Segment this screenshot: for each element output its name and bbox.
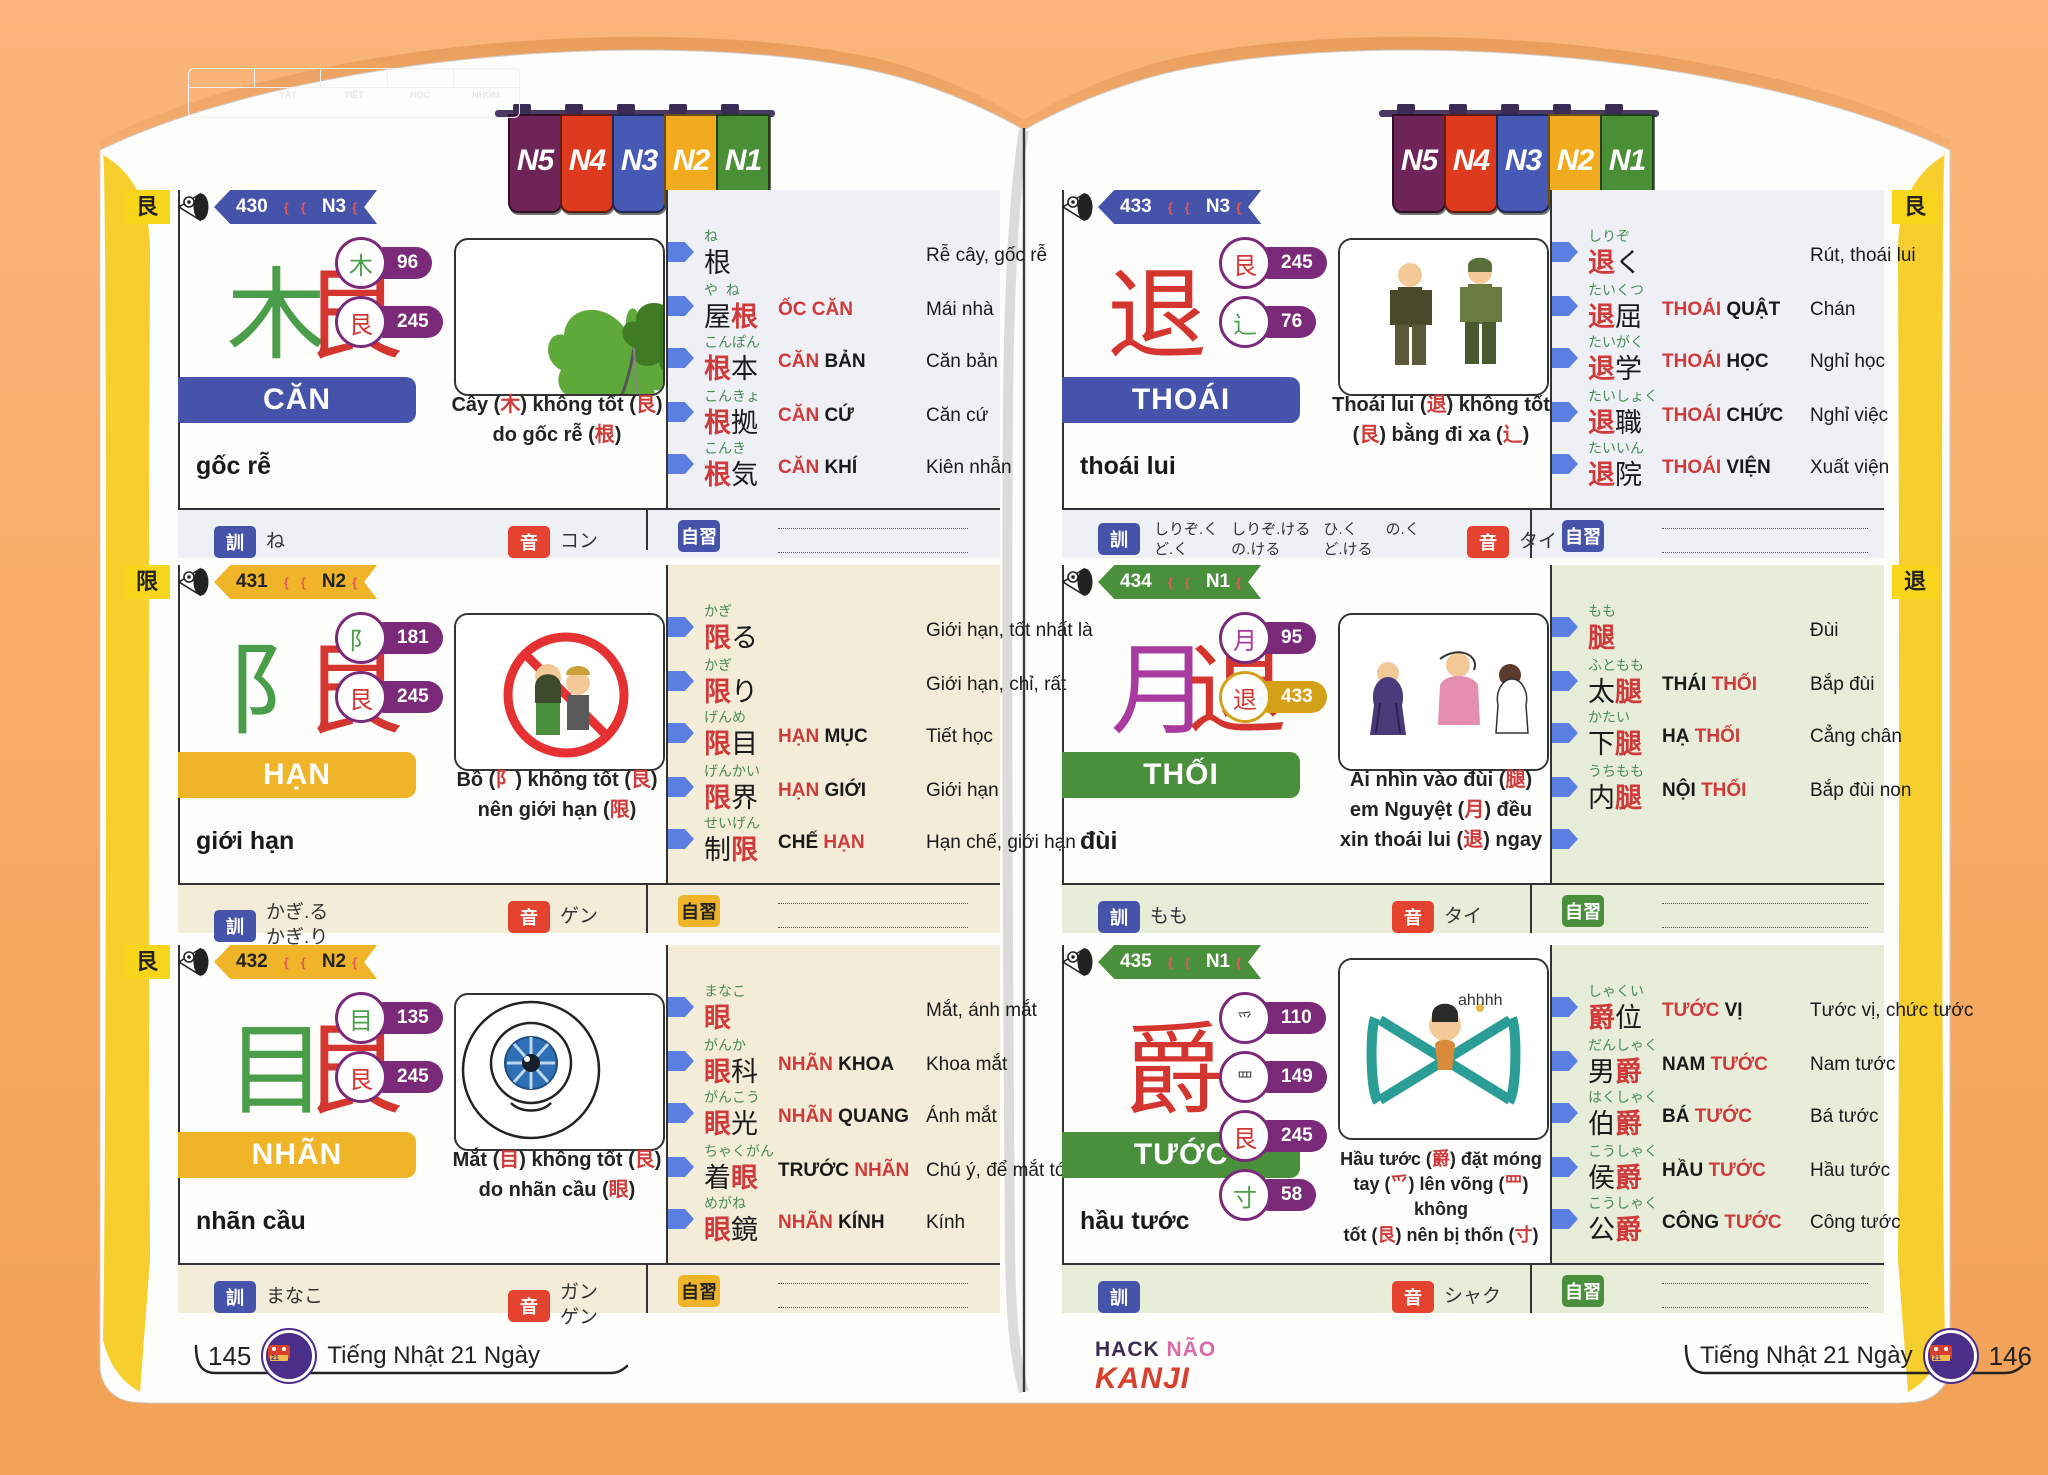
svg-text:21: 21 <box>1933 1355 1941 1362</box>
svg-text:ahhhh: ahhhh <box>1458 992 1503 1009</box>
svg-text:21: 21 <box>271 1355 279 1362</box>
svg-text:退: 退 <box>1107 260 1207 372</box>
svg-text:爵: 爵 <box>1124 1015 1224 1127</box>
